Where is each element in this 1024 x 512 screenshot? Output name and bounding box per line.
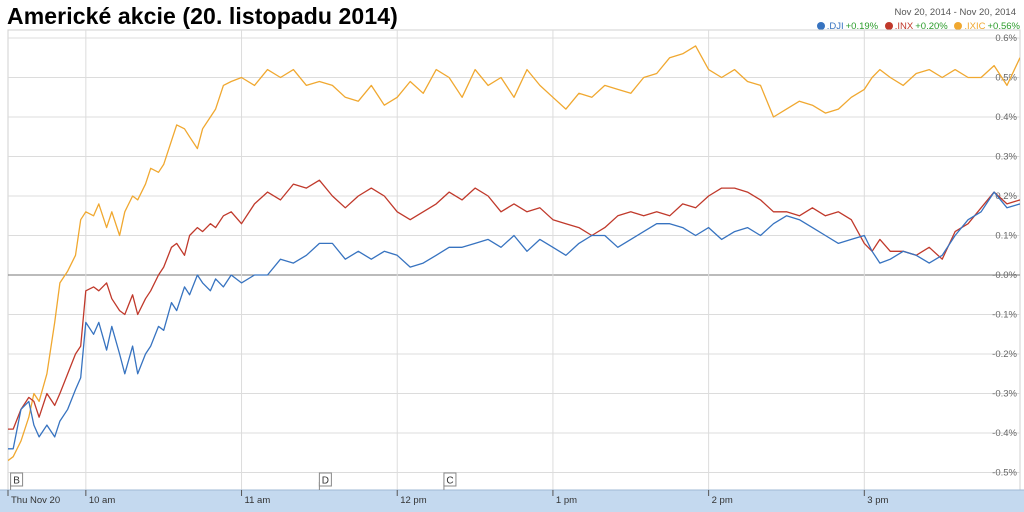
chart-title: Americké akcie (20. listopadu 2014) [7, 3, 398, 29]
legend-item-inx[interactable]: .INX +0.20% [884, 21, 948, 32]
event-marker-b[interactable]: B [10, 472, 24, 490]
legend-label-inx: .INX [894, 21, 914, 32]
x-tick-label: Thu Nov 20 [11, 495, 60, 506]
y-tick-label: -0.4% [992, 428, 1017, 439]
plot-frame [7, 29, 1021, 491]
y-tick-label: 0.1% [995, 231, 1017, 242]
event-marker-box [443, 472, 457, 487]
series-line-ixic [8, 45, 1020, 462]
legend-dot-inx [884, 22, 893, 30]
y-tick-label: -0.2% [992, 349, 1017, 360]
legend-label-dji: .DJI [826, 21, 844, 32]
x-tick-label: 3 pm [867, 495, 888, 506]
y-tick-label: 0.4% [995, 112, 1017, 123]
y-tick-label: 0.3% [995, 152, 1017, 163]
legend-item-dji[interactable]: .DJI +0.19% [816, 21, 879, 32]
date-range[interactable]: Nov 20, 2014 - Nov 20, 2014 [894, 7, 1016, 18]
y-tick-label: -0.0% [992, 270, 1017, 281]
legend-change-inx: +0.20% [915, 21, 948, 32]
legend-item-ixic[interactable]: .IXIC +0.56% [954, 21, 1020, 32]
y-tick-label: -0.5% [992, 468, 1017, 479]
y-tick-label: 0.5% [995, 73, 1017, 84]
event-marker-box [10, 472, 24, 487]
y-tick-label: -0.3% [992, 389, 1017, 400]
x-tick-label: 1 pm [556, 495, 577, 506]
x-tick-label: 11 am [245, 495, 271, 506]
x-axis-bar [0, 490, 1024, 512]
legend-label-ixic: .IXIC [964, 21, 986, 32]
event-marker-label: D [322, 476, 329, 487]
y-tick-label: 0.6% [995, 33, 1017, 44]
event-marker-d[interactable]: D [318, 472, 332, 490]
legend-dot-dji [816, 22, 825, 30]
legend-change-ixic: +0.56% [987, 21, 1021, 32]
legend-change-dji: +0.19% [845, 21, 879, 32]
legend-dot-ixic [954, 22, 963, 30]
event-marker-label: B [13, 476, 20, 487]
y-tick-label: 0.2% [995, 191, 1017, 202]
event-marker-label: C [446, 476, 453, 487]
series-line-dji [8, 191, 1020, 450]
legend: .DJI +0.19% .INX +0.20% .IXIC +0.56% [813, 21, 1020, 32]
event-marker-c[interactable]: C [443, 472, 457, 490]
y-tick-label: -0.1% [992, 310, 1017, 321]
event-marker-box [318, 472, 332, 487]
x-tick-label: 10 am [89, 495, 115, 506]
x-tick-label: 12 pm [400, 495, 426, 506]
x-tick-label: 2 pm [712, 495, 733, 506]
series-line-inx [8, 179, 1020, 430]
